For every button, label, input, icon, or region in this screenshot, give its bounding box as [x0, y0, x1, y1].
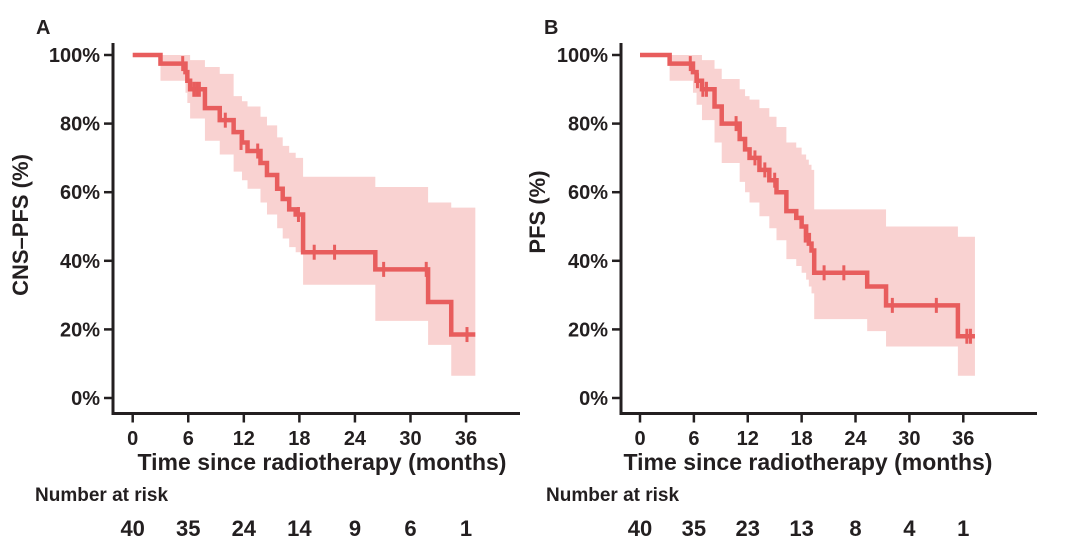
- number-at-risk-value: 1: [957, 516, 970, 541]
- number-at-risk-value: 9: [348, 516, 362, 541]
- y-tick-label: 100%: [49, 45, 100, 67]
- y-tick-label: 0%: [71, 388, 100, 410]
- y-tick-label: 40%: [568, 251, 608, 273]
- x-tick-label: 30: [898, 428, 920, 450]
- y-tick-label: 20%: [568, 319, 608, 341]
- number-at-risk-value: 40: [627, 516, 653, 541]
- number-at-risk-value: 13: [789, 516, 814, 541]
- km-plot-panel-a: 0 6 12 18 24 30 36 0% 20% 40% 60% 80% 100%: [49, 43, 520, 450]
- y-tick-label: 60%: [568, 182, 608, 204]
- number-at-risk-value: 1: [459, 516, 473, 541]
- number-at-risk-value: 4: [903, 516, 916, 541]
- panel-a-number-at-risk-label: Number at risk: [35, 485, 169, 506]
- x-tick-label: 12: [233, 428, 255, 450]
- panel-b-x-axis-title: Time since radiotherapy (months): [623, 449, 993, 475]
- panel-b-number-at-risk-label: Number at risk: [546, 485, 680, 506]
- x-tick-label: 18: [791, 428, 813, 450]
- x-tick-label: 6: [688, 428, 699, 450]
- number-at-risk-value: 23: [735, 516, 760, 541]
- y-tick-label: 0%: [579, 388, 608, 410]
- x-tick-label: 30: [399, 428, 421, 450]
- y-tick-label: 20%: [60, 319, 100, 341]
- panel-b-letter: B: [544, 17, 559, 39]
- panel-a-x-axis-title: Time since radiotherapy (months): [137, 449, 507, 475]
- number-at-risk-value: 6: [404, 516, 417, 541]
- x-tick-label: 0: [634, 428, 645, 450]
- y-tick-label: 80%: [60, 114, 100, 136]
- number-at-risk-value: 24: [231, 516, 257, 541]
- x-tick-label: 36: [952, 428, 974, 450]
- confidence-band: [160, 55, 476, 376]
- x-tick-label: 36: [455, 428, 477, 450]
- y-tick-label: 40%: [60, 251, 100, 273]
- panel-a-number-at-risk-row: 40 35 24 14 9 6 1: [0, 516, 540, 542]
- panel-b-number-at-risk-row: 40 35 23 13 8 4 1: [540, 516, 1080, 542]
- number-at-risk-value: 40: [120, 516, 145, 541]
- number-at-risk-value: 35: [681, 516, 707, 541]
- x-tick-label: 12: [737, 428, 759, 450]
- number-at-risk-value: 8: [849, 516, 862, 541]
- x-tick-label: 24: [344, 428, 367, 450]
- panel-b: B PFS (%) 0 6 12 18 24 30 36 0% 20% 40% 60% 80% 100%…: [525, 0, 1080, 551]
- x-tick-label: 24: [844, 428, 867, 450]
- y-tick-label: 60%: [60, 182, 100, 204]
- km-curve: [132, 52, 476, 337]
- number-at-risk-value: 35: [176, 516, 201, 541]
- panel-a: A CNS–PFS (%) 0 6 12 18 24 30 36 0% 20% 40% 60% 80%…: [0, 17, 540, 542]
- number-at-risk-value: 14: [287, 516, 312, 541]
- panel-a-letter: A: [36, 17, 51, 39]
- y-tick-label: 80%: [568, 114, 608, 136]
- x-tick-label: 0: [127, 428, 138, 450]
- x-tick-label: 6: [183, 428, 194, 450]
- confidence-band: [669, 55, 975, 376]
- km-plot-panel-b: 0 6 12 18 24 30 36 0% 20% 40% 60% 80% 100%: [557, 43, 1037, 450]
- y-tick-label: 100%: [557, 45, 608, 67]
- x-tick-label: 18: [288, 428, 310, 450]
